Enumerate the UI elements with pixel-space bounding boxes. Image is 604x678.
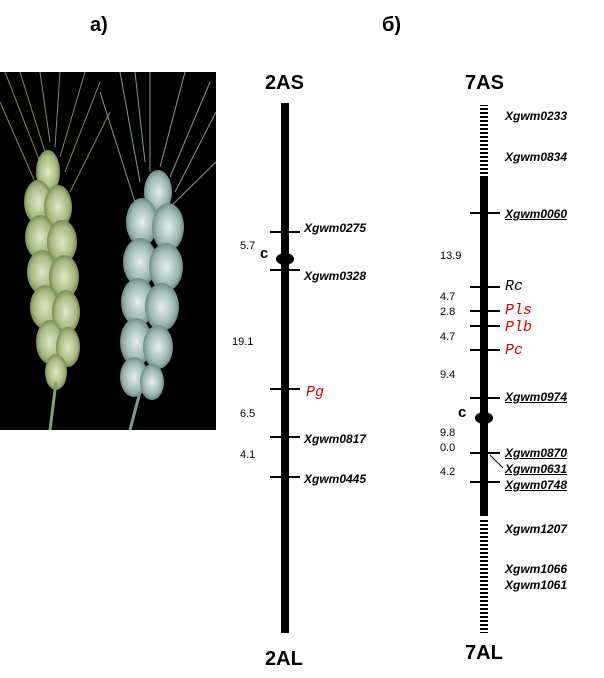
arm-label-2as: 2AS xyxy=(265,72,304,94)
marker-7a-xgwm0748: Xgwm0748 xyxy=(505,478,568,492)
distance-7a-2: 2.8 xyxy=(440,306,456,318)
chromosome-7a-dashed-top xyxy=(480,105,488,175)
marker-7a-xgwm0834: Xgwm0834 xyxy=(505,150,568,164)
distance-7a-6: 0.0 xyxy=(440,442,456,454)
centromere-7a xyxy=(475,412,493,424)
marker-7a-xgwm0974: Xgwm0974 xyxy=(505,390,568,404)
marker-2a-xgwm0445: Xgwm0445 xyxy=(304,472,367,486)
chromosome-7a-dashed-bottom xyxy=(480,518,488,633)
distance-2a-2: 6.5 xyxy=(240,408,256,420)
distance-7a-3: 4.7 xyxy=(440,331,456,343)
marker-2a-xgwm0328: Xgwm0328 xyxy=(304,269,367,283)
centromere-label-2a: с xyxy=(260,245,269,262)
arm-label-2al: 2AL xyxy=(265,648,303,670)
distance-7a-4: 9.4 xyxy=(440,369,456,381)
centromere-label-7a: с xyxy=(458,404,467,421)
gene-7a-pls: Pls xyxy=(505,302,533,319)
gene-2a-pg: Pg xyxy=(306,384,325,401)
arm-label-7al: 7AL xyxy=(465,642,503,664)
left-spike xyxy=(24,150,80,430)
marker-7a-xgwm1061: Xgwm1061 xyxy=(505,578,568,592)
centromere-2a xyxy=(276,253,294,265)
distance-7a-7: 4.2 xyxy=(440,466,456,478)
distance-2a-3: 4.1 xyxy=(240,449,256,461)
marker-7a-xgwm0631: Xgwm0631 xyxy=(505,462,568,476)
panel-label-a: а) xyxy=(90,14,108,36)
distance-7a-5: 9.8 xyxy=(440,427,456,439)
distance-7a-0: 13.9 xyxy=(440,250,462,262)
connector-xgwm0631 xyxy=(489,454,504,469)
marker-2a-xgwm0817: Xgwm0817 xyxy=(304,432,367,446)
chromosome-7a-bar xyxy=(480,176,488,516)
panel-label-b: б) xyxy=(382,14,402,36)
marker-7a-xgwm1207: Xgwm1207 xyxy=(505,522,568,536)
chromosome-2a-bar xyxy=(281,103,289,633)
distance-7a-1: 4.7 xyxy=(440,291,456,303)
marker-7a-xgwm0060: Xgwm0060 xyxy=(505,207,568,221)
wheat-spikes-illustration xyxy=(0,72,216,430)
gene-7a-rc: Rc xyxy=(505,278,524,295)
marker-7a-xgwm1066: Xgwm1066 xyxy=(505,562,568,576)
arm-label-7as: 7AS xyxy=(465,72,504,94)
distance-2a-0: 5.7 xyxy=(240,240,256,252)
wheat-spikes-photo xyxy=(0,72,216,430)
marker-2a-xgwm0275: Xgwm0275 xyxy=(304,221,367,235)
gene-7a-pc: Pc xyxy=(505,342,524,359)
marker-7a-xgwm0870: Xgwm0870 xyxy=(505,446,568,460)
marker-7a-xgwm0233: Xgwm0233 xyxy=(505,109,568,123)
distance-2a-1: 19.1 xyxy=(232,336,254,348)
right-spike xyxy=(120,170,184,430)
gene-7a-plb: Plb xyxy=(505,319,533,336)
